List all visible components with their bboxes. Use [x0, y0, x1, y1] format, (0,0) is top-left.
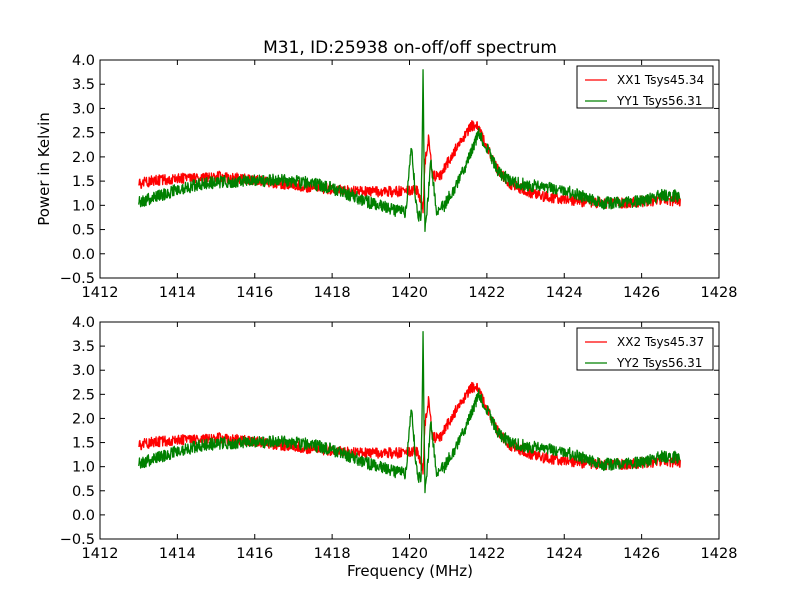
y-tick-label: 0.0	[72, 508, 95, 524]
legend-entry-label: YY1 Tsys56.31	[616, 94, 702, 108]
legend: XX1 Tsys45.34 YY1 Tsys56.31	[576, 65, 714, 109]
y-tick-label: 3.0	[72, 101, 95, 117]
y-tick-label: 3.5	[72, 77, 95, 93]
series-line-1	[138, 69, 681, 233]
y-axis-label: Power in Kelvin	[35, 112, 53, 226]
x-tick-label: 1412	[82, 546, 119, 562]
x-tick-label: 1412	[82, 285, 119, 301]
y-tick-label: 3.5	[72, 339, 95, 355]
x-tick-label: 1424	[546, 546, 583, 562]
y-tick-label: −0.5	[60, 271, 95, 287]
chart-title: M31, ID:25938 on-off/off spectrum	[263, 38, 557, 58]
legend: XX2 Tsys45.37 YY2 Tsys56.31	[576, 327, 714, 371]
x-tick-label: 1414	[159, 285, 196, 301]
x-tick-label: 1426	[623, 546, 660, 562]
series-line-1	[138, 331, 681, 494]
y-tick-label: 1.5	[72, 174, 95, 190]
y-tick-label: 2.0	[72, 411, 95, 427]
x-tick-label: 1420	[391, 546, 428, 562]
y-tick-label: 1.0	[72, 198, 95, 214]
x-tick-label: 1420	[391, 285, 428, 301]
bottom-panel: Frequency (MHz) 1412 1414 1416 1418 1420 1422…	[60, 315, 738, 580]
y-tick-label: 4.0	[72, 53, 95, 69]
x-tick-label: 1428	[701, 546, 738, 562]
x-tick-label: 1416	[236, 285, 273, 301]
x-tick-label: 1418	[314, 285, 351, 301]
y-tick-label: 2.0	[72, 150, 95, 166]
y-tick-label: 2.5	[72, 126, 95, 142]
y-tick-label: −0.5	[60, 532, 95, 548]
legend-box	[576, 65, 714, 109]
top-panel: M31, ID:25938 on-off/off spectrum Power …	[35, 38, 737, 301]
y-tick-label: 2.5	[72, 387, 95, 403]
series-group	[138, 69, 681, 233]
x-tick-label: 1426	[623, 285, 660, 301]
x-tick-label: 1424	[546, 285, 583, 301]
x-tick-label: 1414	[159, 546, 196, 562]
x-tick-label: 1416	[236, 546, 273, 562]
y-tick-label: 0.0	[72, 247, 95, 263]
y-tick-label: 0.5	[72, 223, 95, 239]
y-tick-label: 1.0	[72, 460, 95, 476]
x-tick-label: 1422	[468, 285, 505, 301]
x-tick-label: 1418	[314, 546, 351, 562]
y-tick-label: 0.5	[72, 484, 95, 500]
x-tick-label: 1422	[468, 546, 505, 562]
x-axis-label: Frequency (MHz)	[347, 562, 473, 580]
y-tick-label: 4.0	[72, 315, 95, 331]
y-tick-label: 3.0	[72, 363, 95, 379]
legend-entry-label: XX2 Tsys45.37	[617, 335, 704, 349]
series-group	[138, 331, 681, 494]
legend-entry-label: XX1 Tsys45.34	[617, 73, 704, 87]
x-tick-label: 1428	[701, 285, 738, 301]
y-tick-label: 1.5	[72, 436, 95, 452]
legend-entry-label: YY2 Tsys56.31	[616, 356, 702, 370]
